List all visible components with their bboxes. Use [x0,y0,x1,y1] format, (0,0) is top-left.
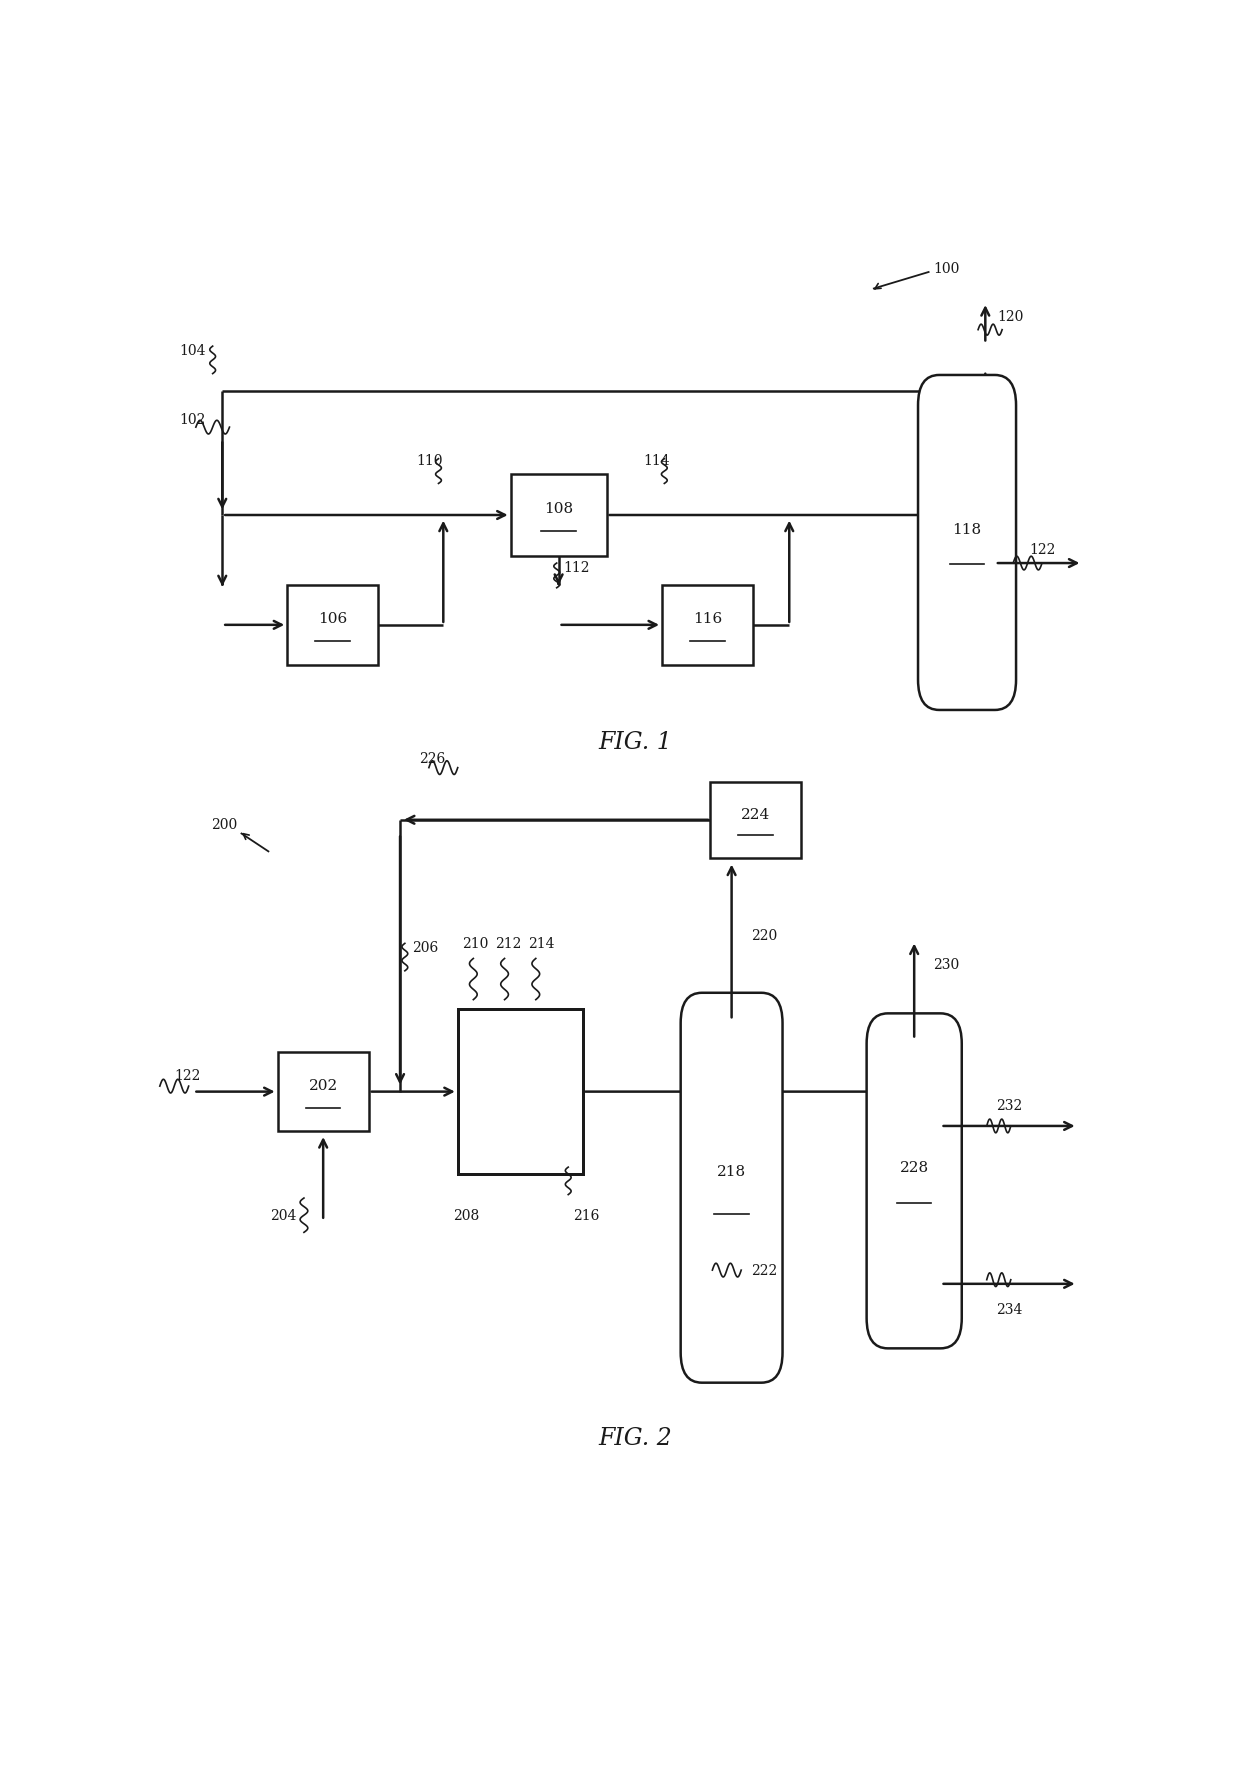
Text: 226: 226 [419,752,445,766]
Text: FIG. 2: FIG. 2 [599,1426,672,1449]
Text: 208: 208 [453,1208,479,1222]
Text: 120: 120 [997,310,1023,324]
Text: 232: 232 [996,1099,1022,1112]
Text: FIG. 1: FIG. 1 [599,731,672,754]
Text: 224: 224 [742,807,770,822]
Bar [511,474,606,556]
Text: 100: 100 [934,262,960,276]
Text: 116: 116 [693,613,722,625]
Text: 210: 210 [461,937,489,952]
Text: 200: 200 [211,818,237,832]
Bar [711,782,801,859]
Text: 214: 214 [528,937,554,952]
Text: 228: 228 [900,1160,929,1174]
Text: 114: 114 [644,454,670,469]
FancyBboxPatch shape [681,993,782,1383]
Text: 104: 104 [179,344,206,358]
Text: 218: 218 [717,1165,746,1178]
Text: 216: 216 [573,1208,599,1222]
Text: 230: 230 [934,957,960,971]
Bar [288,586,378,665]
Text: 122: 122 [1029,544,1056,558]
Text: 110: 110 [417,454,443,469]
Text: 106: 106 [319,613,347,625]
Bar [662,586,753,665]
Text: 206: 206 [412,941,438,955]
Text: 202: 202 [309,1078,337,1092]
Text: 234: 234 [996,1303,1022,1315]
Bar [458,1010,583,1174]
Text: 102: 102 [179,413,206,426]
FancyBboxPatch shape [867,1014,962,1349]
Text: 108: 108 [544,503,573,517]
FancyBboxPatch shape [918,376,1016,711]
Text: 212: 212 [495,937,521,952]
Bar [278,1051,368,1132]
Text: 112: 112 [563,561,590,576]
Text: 222: 222 [751,1263,777,1278]
Text: 122: 122 [174,1069,201,1082]
Text: 204: 204 [270,1208,296,1222]
Text: 118: 118 [952,522,982,536]
Text: 220: 220 [751,928,777,943]
